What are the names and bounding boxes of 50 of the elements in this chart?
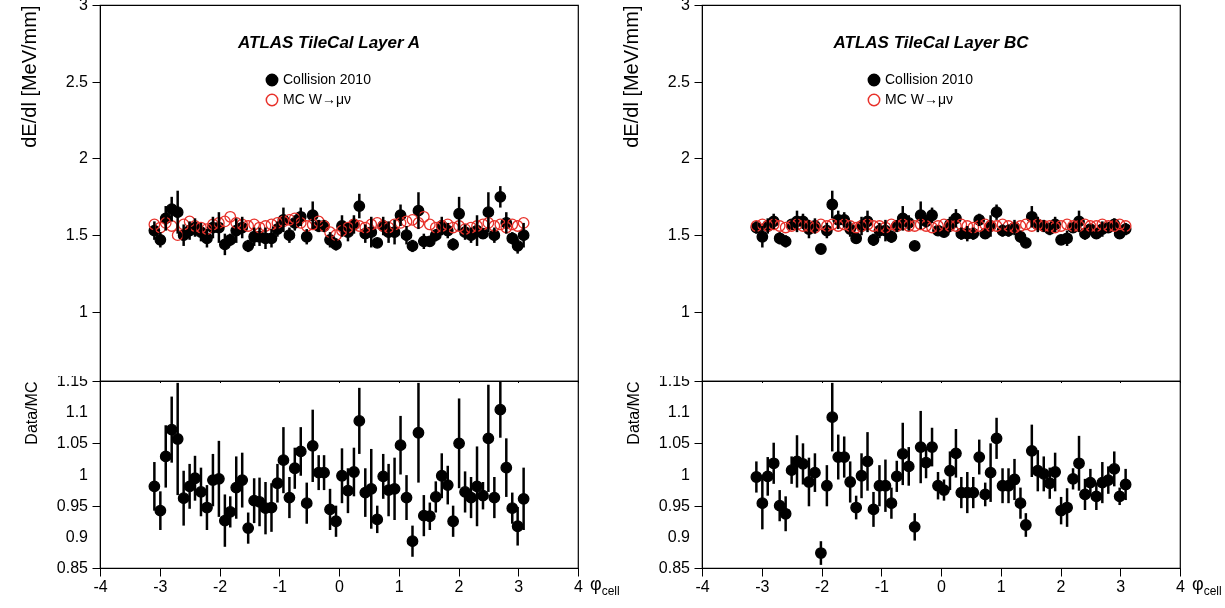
- x-tick-label: -4: [93, 577, 108, 595]
- x-tick-label: -2: [212, 577, 228, 595]
- y-tick-label: 0.85: [658, 559, 691, 576]
- x-tick-label: 4: [1176, 577, 1186, 595]
- x-tick-label: 2: [454, 577, 464, 595]
- x-tick-label: -3: [153, 577, 168, 595]
- x-tick-label: 0: [937, 577, 947, 595]
- y-tick-label: 1.05: [658, 434, 691, 452]
- y-tick-label: 1.1: [65, 403, 89, 421]
- x-tick-label: 0: [335, 577, 345, 595]
- x-tick-label: -4: [695, 577, 710, 595]
- y-tick-label: 0.9: [65, 527, 89, 545]
- y-tick-label: 2.5: [667, 72, 691, 90]
- x-tick-label: -1: [272, 577, 287, 595]
- x-tick-label: 2: [1056, 577, 1066, 595]
- y-tick-label: 0.95: [658, 496, 691, 514]
- y-tick-label: 0.85: [56, 559, 89, 576]
- x-axis-title: φ$_{cell}$: [590, 574, 620, 598]
- y-tick-label: 0.9: [667, 527, 691, 545]
- y-tick-label: 1.5: [65, 226, 89, 244]
- y-tick-label: 2.5: [65, 72, 89, 90]
- y-axis-title: Data/MC: [23, 381, 40, 445]
- x-tick-label: 4: [574, 577, 584, 595]
- legend-label: Collision 2010: [283, 71, 372, 87]
- y-axis-title: dE/dl [MeV/mm]: [620, 5, 642, 148]
- x-tick-label: 1: [996, 577, 1006, 595]
- y-tick-label: 1: [681, 465, 691, 483]
- y-tick-label: 1.5: [667, 226, 691, 244]
- text: ATLAS TileCal Layer A: [236, 33, 421, 52]
- x-tick-label: 1: [394, 577, 404, 595]
- y-tick-label: 2: [681, 149, 691, 167]
- y-tick-label: 0.95: [56, 496, 89, 514]
- x-tick-label: 3: [514, 577, 524, 595]
- text: ATLAS TileCal Layer BC: [832, 33, 1030, 52]
- x-tick-label: -1: [874, 577, 889, 595]
- legend-label: MC W→μν: [283, 91, 351, 107]
- x-tick-label: -3: [755, 577, 770, 595]
- legend-label: Collision 2010: [885, 71, 974, 87]
- y-tick-label: 2: [79, 149, 89, 167]
- y-tick-label: 1: [681, 302, 691, 320]
- x-tick-label: -2: [814, 577, 830, 595]
- y-tick-label: 1.1: [667, 403, 691, 421]
- y-tick-label: 1.05: [56, 434, 89, 452]
- y-axis-title: dE/dl [MeV/mm]: [18, 5, 40, 148]
- legend-label: MC W→μν: [885, 91, 953, 107]
- y-axis-title: Data/MC: [625, 381, 642, 445]
- x-tick-label: 3: [1116, 577, 1126, 595]
- x-axis-title: φ$_{cell}$: [1192, 574, 1222, 598]
- y-tick-label: 1: [79, 302, 89, 320]
- y-tick-label: 1: [79, 465, 89, 483]
